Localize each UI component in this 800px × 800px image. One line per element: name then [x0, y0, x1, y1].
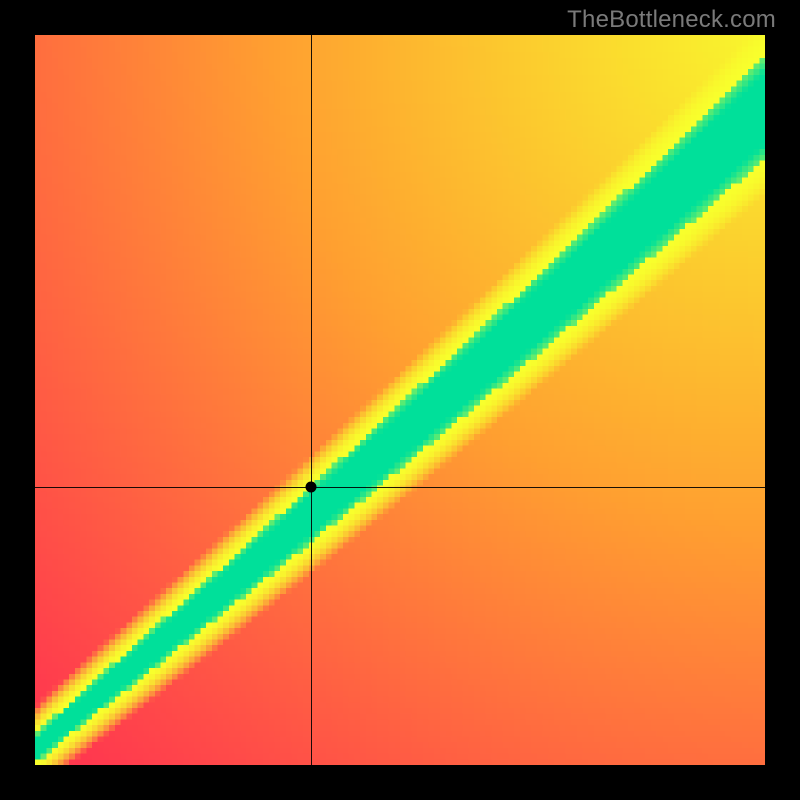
watermark-text: TheBottleneck.com: [567, 6, 776, 34]
crosshair-vertical: [311, 35, 312, 765]
data-point-marker: [305, 481, 316, 492]
heatmap-canvas: [35, 35, 765, 765]
heatmap-plot: [35, 35, 765, 765]
crosshair-horizontal: [35, 487, 765, 488]
